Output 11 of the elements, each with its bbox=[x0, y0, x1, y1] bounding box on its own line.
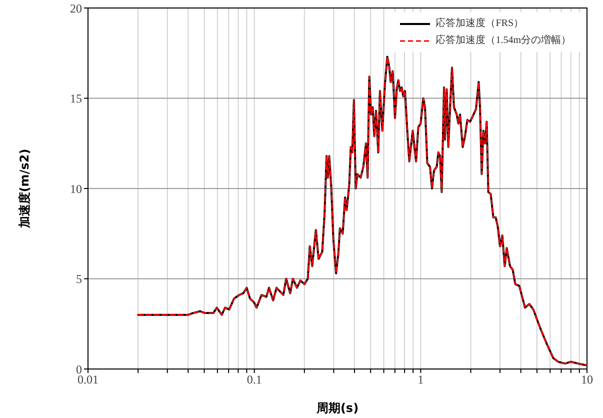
x-tick-label: 10 bbox=[581, 372, 593, 387]
y-tick-label: 5 bbox=[76, 272, 82, 286]
y-tick-label: 15 bbox=[70, 92, 82, 106]
x-axis-title: 周期(s) bbox=[315, 401, 359, 415]
y-tick-label: 20 bbox=[70, 1, 82, 16]
y-axis-title: 加速度(m/s2) bbox=[17, 148, 32, 230]
legend-label: 応答加速度（FRS） bbox=[436, 16, 524, 31]
y-tick-label: 10 bbox=[70, 182, 82, 196]
legend-label: 応答加速度（1.54m分の増幅） bbox=[436, 34, 571, 48]
x-tick-label: 1 bbox=[418, 372, 424, 387]
x-tick-label: 0.1 bbox=[246, 372, 262, 387]
